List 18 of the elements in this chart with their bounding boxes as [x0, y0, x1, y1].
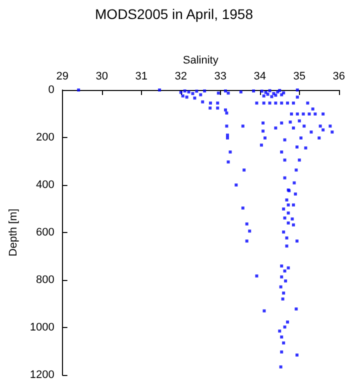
chart-title: MODS2005 in April, 1958 [95, 6, 254, 22]
x-tick-label: 32 [174, 70, 187, 82]
x-tick-label: 29 [56, 70, 68, 82]
y-tick-label: 0 [48, 84, 54, 96]
x-tick-label: 34 [254, 70, 266, 82]
y-axis-title: Depth [m] [8, 208, 20, 256]
y-tick-label: 1200 [30, 369, 54, 381]
y-tick-label: 1000 [30, 322, 54, 334]
x-tick-label: 30 [96, 70, 108, 82]
y-tick-label: 800 [36, 274, 54, 286]
x-tick-label: 35 [293, 70, 306, 82]
x-tick-label: 33 [214, 70, 226, 82]
y-tick-label: 600 [36, 226, 54, 238]
x-tick-label: 36 [332, 70, 346, 82]
x-axis-title: Salinity [182, 54, 219, 66]
y-tick-label: 400 [36, 179, 54, 191]
x-tick-label: 31 [135, 70, 148, 82]
y-tick-label: 200 [36, 132, 54, 144]
